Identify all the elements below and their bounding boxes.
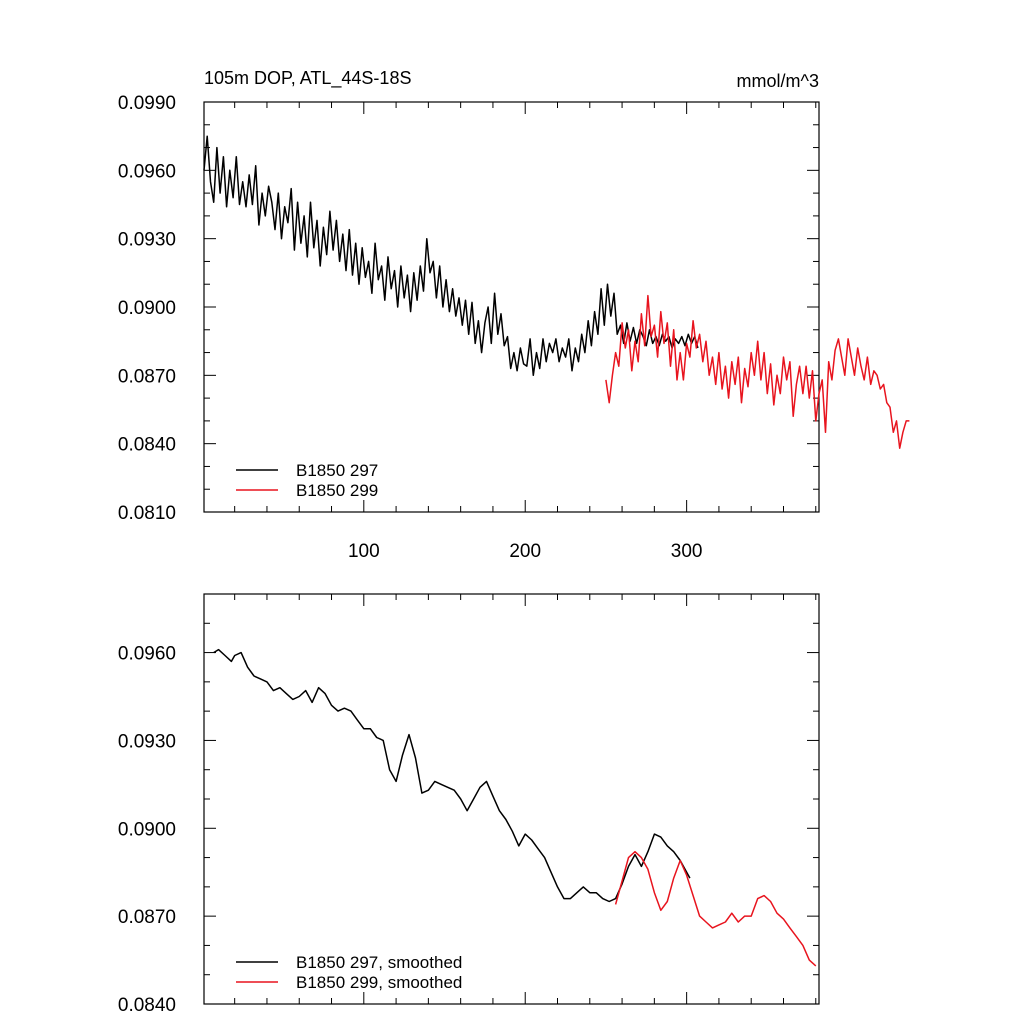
bottom-ytick-label: 0.0870 [118, 907, 176, 928]
bottom-legend-label-2: B1850 299, smoothed [296, 973, 462, 992]
bottom-ytick-label: 0.0900 [118, 819, 176, 840]
top-xtick-label: 300 [671, 541, 703, 562]
bottom-series-line-2 [614, 850, 817, 967]
top-ytick-label: 0.0960 [118, 161, 176, 182]
top-legend-label-2: B1850 299 [296, 481, 378, 500]
units-label: mmol/m^3 [737, 71, 819, 91]
top-plot-frame [203, 101, 820, 513]
bottom-series-line-1 [213, 648, 691, 903]
top-series-line-2 [605, 294, 910, 449]
bottom-ytick-label: 0.0840 [118, 995, 176, 1016]
top-ytick-label: 0.0990 [118, 93, 176, 114]
top-panel: 105m DOP, ATL_44S-18S mmol/m^3 0.0810 0.0… [118, 68, 910, 562]
top-ytick-label: 0.0900 [118, 298, 176, 319]
bottom-ytick-label: 0.0930 [118, 731, 176, 752]
top-ytick-label: 0.0810 [118, 503, 176, 524]
top-xtick-label: 200 [509, 541, 541, 562]
top-xtick-label: 100 [348, 541, 380, 562]
chart-title: 105m DOP, ATL_44S-18S [204, 68, 411, 89]
bottom-plot-frame [203, 593, 820, 1005]
bottom-ytick-label: 0.0960 [118, 644, 176, 665]
top-ytick-label: 0.0840 [118, 435, 176, 456]
top-ytick-label: 0.0930 [118, 230, 176, 251]
top-ytick-label: 0.0870 [118, 366, 176, 387]
bottom-legend-label-1: B1850 297, smoothed [296, 953, 462, 972]
top-legend-label-1: B1850 297 [296, 461, 378, 480]
bottom-panel: 0.0840 0.0870 0.0900 0.0930 0.0960 B1850 297,… [118, 593, 820, 1016]
top-series-line-1 [203, 135, 699, 377]
